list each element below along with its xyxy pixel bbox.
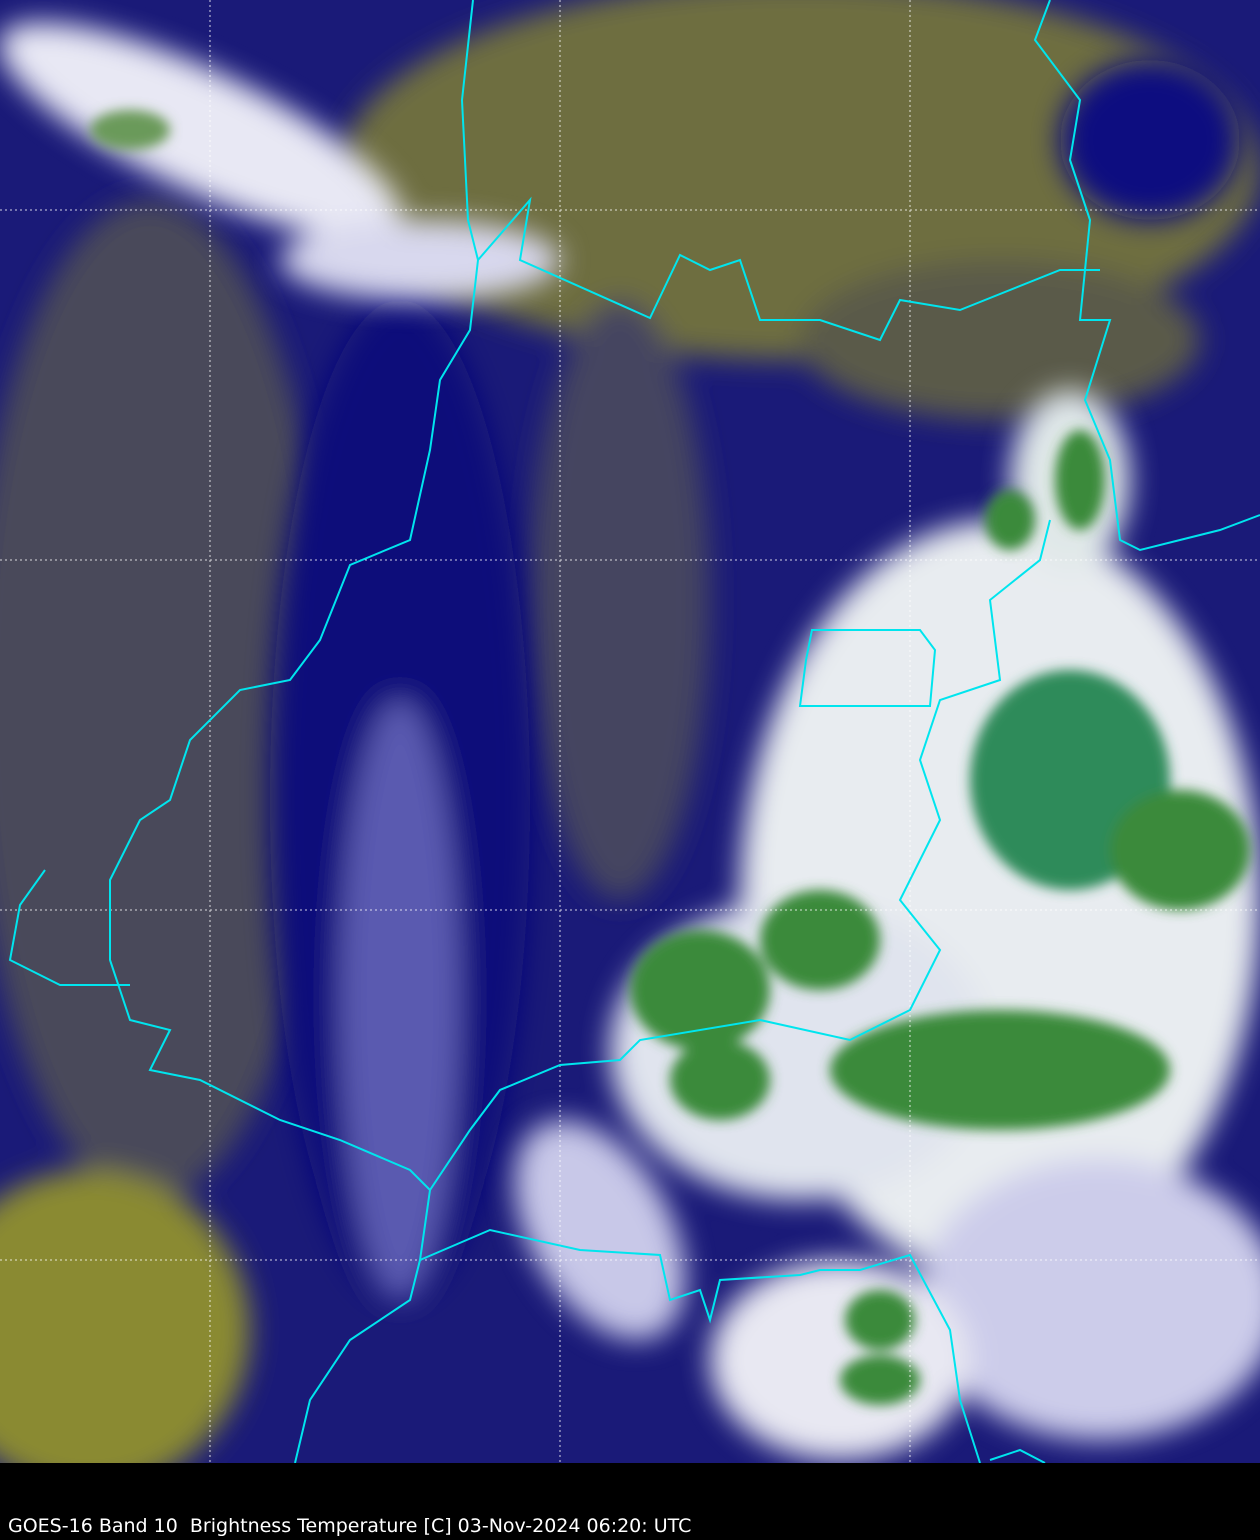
gridlines bbox=[0, 0, 1260, 1463]
border-southeast bbox=[989, 1448, 1046, 1463]
border-southwest bbox=[8, 869, 130, 986]
border-north bbox=[477, 196, 1100, 342]
border-central bbox=[429, 519, 1051, 1191]
image-caption: GOES-16 Band 10 Brightness Temperature [… bbox=[8, 1515, 692, 1537]
political-borders bbox=[8, 0, 1260, 1463]
border-west bbox=[109, 0, 480, 1463]
coldest-cloud-tops bbox=[90, 110, 1250, 1405]
mid-cloud-regions bbox=[270, 60, 1240, 1300]
border-east bbox=[1033, 0, 1260, 552]
border-enclave bbox=[798, 629, 937, 707]
satellite-map bbox=[0, 0, 1260, 1463]
border-south bbox=[419, 1228, 981, 1463]
